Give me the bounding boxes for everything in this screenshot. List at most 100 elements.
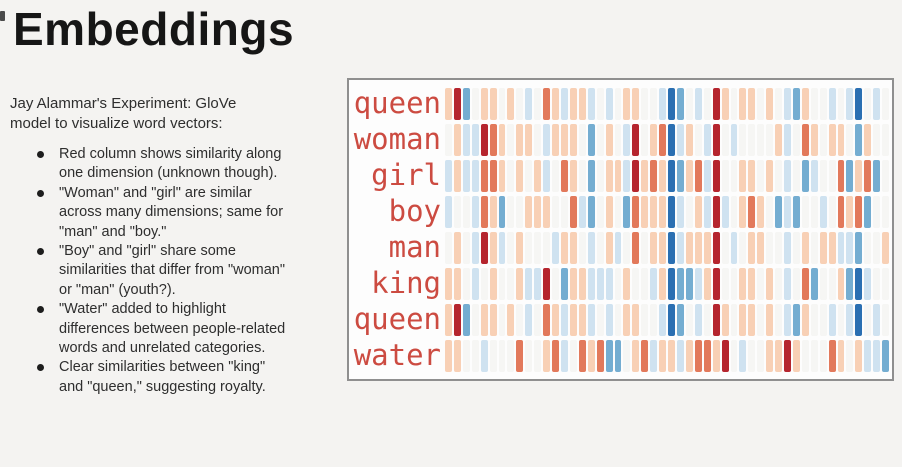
heatmap-cell	[846, 340, 854, 372]
heatmap-cell	[596, 88, 604, 120]
heatmap-cell	[873, 304, 881, 336]
heatmap-cell	[739, 160, 747, 192]
heatmap-cell	[489, 88, 497, 120]
bullet-item: "Boy" and "girl" share some similarities…	[10, 242, 312, 300]
row-cells	[445, 268, 890, 300]
heatmap-cell	[525, 196, 533, 228]
heatmap-cell	[810, 340, 818, 372]
heatmap-cell	[784, 304, 791, 336]
heatmap-cell	[837, 160, 845, 192]
heatmap-cell	[569, 88, 577, 120]
heatmap-cell	[507, 232, 515, 264]
heatmap-cell	[587, 160, 595, 192]
heatmap-cell	[650, 88, 658, 120]
heatmap-cell	[641, 304, 649, 336]
heatmap-cell	[792, 340, 800, 372]
heatmap-cell	[578, 196, 586, 228]
heatmap-cell	[685, 124, 693, 156]
heatmap-cell	[757, 160, 765, 192]
heatmap-cell	[659, 268, 667, 300]
heatmap-cell	[694, 196, 702, 228]
heatmap-cell	[712, 160, 720, 192]
heatmap-cell	[445, 268, 452, 300]
heatmap-cell	[676, 196, 684, 228]
heatmap-cell	[766, 232, 774, 264]
heatmap-cell	[525, 232, 533, 264]
heatmap-cell	[480, 124, 488, 156]
heatmap-grid: queen woman girl boy man king queen water	[349, 80, 892, 379]
heatmap-cell	[694, 160, 702, 192]
heatmap-cell	[650, 196, 658, 228]
heatmap-cell	[685, 304, 693, 336]
heatmap-cell	[712, 88, 720, 120]
heatmap-cell	[489, 268, 497, 300]
heatmap-cell	[837, 196, 845, 228]
heatmap-cell	[846, 88, 854, 120]
bullet-dot-icon	[37, 364, 44, 372]
heatmap-cell	[819, 268, 827, 300]
heatmap-cell	[560, 304, 568, 336]
heatmap-cell	[471, 196, 479, 228]
heatmap-cell	[694, 304, 702, 336]
heatmap-cell	[445, 124, 452, 156]
heatmap-cell	[855, 268, 863, 300]
heatmap-cell	[721, 268, 729, 300]
heatmap-cell	[560, 124, 568, 156]
heatmap-cell	[828, 124, 836, 156]
heatmap-cell	[650, 340, 658, 372]
heatmap-cell	[489, 124, 497, 156]
heatmap-cell	[605, 232, 613, 264]
heatmap-cell	[846, 268, 854, 300]
heatmap-cell	[498, 124, 506, 156]
bullet-dot-icon	[37, 248, 44, 256]
heatmap-cell	[712, 268, 720, 300]
heatmap-cell	[498, 88, 506, 120]
row-word-label: water	[353, 338, 441, 372]
heatmap-cell	[543, 196, 551, 228]
heatmap-cell	[516, 88, 524, 120]
intro-text: Jay Alammar's Experiment: GloVe model to…	[10, 95, 237, 132]
heatmap-cell	[569, 196, 577, 228]
heatmap-cell	[632, 196, 640, 228]
heatmap-cell	[525, 304, 533, 336]
row-cells	[445, 232, 890, 264]
heatmap-cell	[569, 160, 577, 192]
heatmap-cell	[507, 196, 515, 228]
heatmap-cell	[534, 124, 542, 156]
heatmap-cell	[543, 232, 551, 264]
heatmap-cell	[730, 160, 738, 192]
heatmap-cell	[694, 88, 702, 120]
heatmap-cell	[498, 340, 506, 372]
heatmap-cell	[864, 88, 872, 120]
heatmap-cell	[837, 340, 845, 372]
heatmap-cell	[489, 160, 497, 192]
heatmap-cell	[775, 88, 783, 120]
heatmap-cell	[694, 340, 702, 372]
heatmap-cell	[685, 340, 693, 372]
heatmap-cell	[578, 160, 586, 192]
heatmap-cell	[614, 88, 622, 120]
heatmap-cell	[864, 160, 872, 192]
row-word-label: boy	[388, 194, 441, 228]
heatmap-cell	[792, 196, 800, 228]
heatmap-cell	[757, 304, 765, 336]
heatmap-cell	[480, 88, 488, 120]
heatmap-cell	[801, 268, 809, 300]
heatmap-cell	[614, 340, 622, 372]
heatmap-cell	[703, 304, 711, 336]
heatmap-cell	[855, 124, 863, 156]
heatmap-cell	[882, 268, 890, 300]
heatmap-cell	[828, 232, 836, 264]
bullet-item: Clear similarities between "king" and "q…	[10, 358, 312, 397]
heatmap-cell	[739, 88, 747, 120]
heatmap-row: girl	[351, 160, 890, 192]
heatmap-cell	[882, 160, 890, 192]
heatmap-cell	[864, 124, 872, 156]
heatmap-cell	[623, 232, 631, 264]
row-word-label: man	[388, 230, 441, 264]
heatmap-cell	[623, 304, 631, 336]
heatmap-cell	[855, 160, 863, 192]
heatmap-cell	[552, 88, 559, 120]
heatmap-cell	[480, 304, 488, 336]
